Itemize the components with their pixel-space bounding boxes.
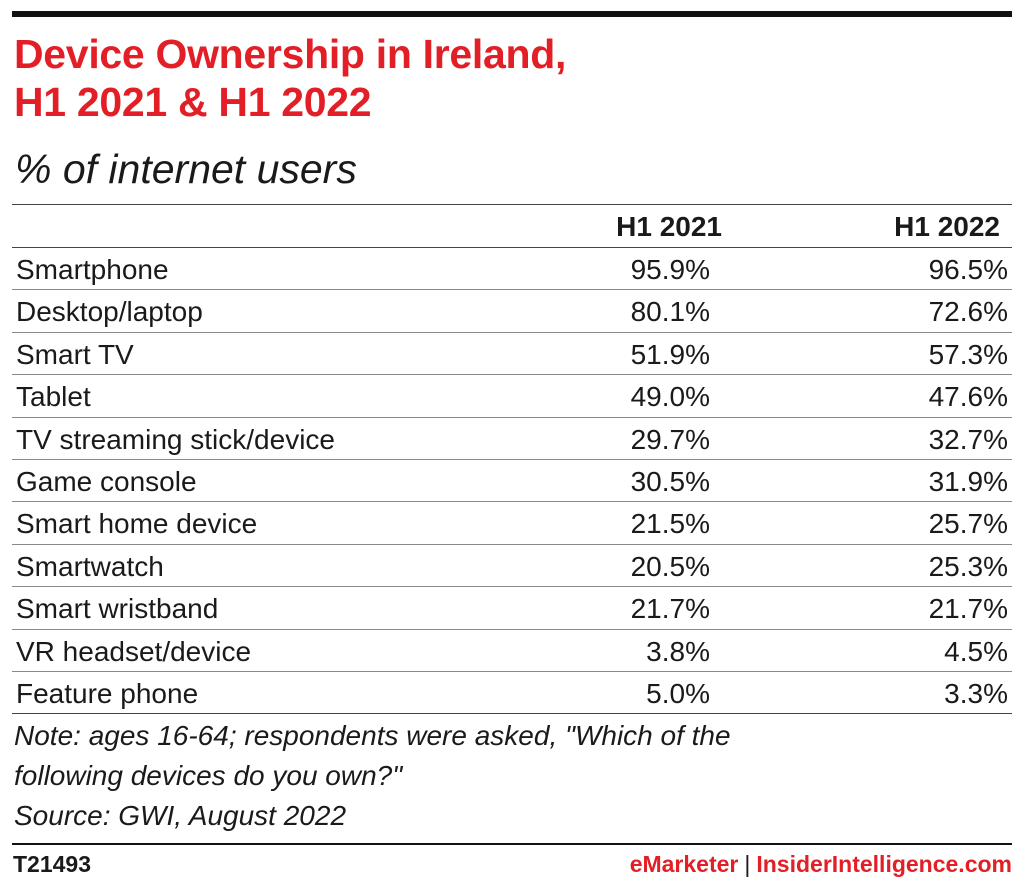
row-label: Smart home device <box>16 508 258 540</box>
table-header-row: H1 2021 H1 2022 <box>12 204 1012 248</box>
chart-id: T21493 <box>13 851 92 877</box>
column-header-h1-2022: H1 2022 <box>894 211 1000 242</box>
table-row: Smart TV 51.9% 57.3% <box>12 333 1012 376</box>
note-line-1: Note: ages 16-64; respondents were asked… <box>14 720 731 751</box>
table-row: Feature phone 5.0% 3.3% <box>12 672 1012 715</box>
value-h1-2022: 25.3% <box>928 550 1008 582</box>
value-h1-2022: 47.6% <box>928 381 1008 413</box>
value-h1-2021: 20.5% <box>630 550 710 582</box>
row-label: Desktop/laptop <box>16 296 203 328</box>
table-row: Smartwatch 20.5% 25.3% <box>12 545 1012 588</box>
row-label: Feature phone <box>16 677 199 709</box>
value-h1-2022: 31.9% <box>928 465 1008 497</box>
brand-emarketer: eMarketer <box>629 851 739 877</box>
value-h1-2022: 4.5% <box>944 635 1008 667</box>
chart-title-line-2: H1 2021 & H1 2022 <box>14 79 372 125</box>
row-label: Smartphone <box>16 254 169 285</box>
value-h1-2021: 49.0% <box>630 381 710 413</box>
row-label: VR headset/device <box>16 635 252 667</box>
table-row: Smartphone 95.9% 96.5% <box>12 248 1012 291</box>
row-label: Smart TV <box>16 338 134 370</box>
row-label: TV streaming stick/device <box>16 423 335 455</box>
top-rule <box>12 11 1012 17</box>
chart-title-line-1: Device Ownership in Ireland, <box>14 31 567 77</box>
value-h1-2021: 21.7% <box>630 593 710 625</box>
row-label: Smart wristband <box>16 593 219 625</box>
bottom-rule <box>12 843 1012 845</box>
row-label: Tablet <box>16 381 91 413</box>
value-h1-2022: 32.7% <box>928 423 1008 455</box>
brand-separator: | <box>744 851 751 877</box>
value-h1-2022: 57.3% <box>928 338 1008 370</box>
table-row: Game console 30.5% 31.9% <box>12 460 1012 503</box>
table-row: VR headset/device 3.8% 4.5% <box>12 630 1012 672</box>
table-row: Smart home device 21.5% 25.7% <box>12 502 1012 545</box>
value-h1-2021: 30.5% <box>630 465 710 497</box>
chart-title: Device Ownership in Ireland, H1 2021 & H… <box>14 30 566 126</box>
column-header-h1-2021: H1 2021 <box>616 211 722 242</box>
value-h1-2022: 72.6% <box>928 296 1008 328</box>
table-body: Smartphone 95.9% 96.5% Desktop/laptop 80.1% 7… <box>12 248 1012 715</box>
value-h1-2022: 3.3% <box>944 677 1008 709</box>
value-h1-2021: 5.0% <box>646 677 710 709</box>
value-h1-2022: 21.7% <box>928 593 1008 625</box>
value-h1-2021: 3.8% <box>646 635 710 667</box>
table-row: Smart wristband 21.7% 21.7% <box>12 587 1012 630</box>
table-row: TV streaming stick/device 29.7% 32.7% <box>12 418 1012 460</box>
value-h1-2021: 51.9% <box>630 338 710 370</box>
brand-insider-intelligence: InsiderIntelligence.com <box>756 851 1012 877</box>
table-row: Tablet 49.0% 47.6% <box>12 375 1012 418</box>
chart-notes: Note: ages 16-64; respondents were asked… <box>14 716 1004 836</box>
value-h1-2021: 29.7% <box>630 423 710 455</box>
footer-brand: eMarketer | InsiderIntelligence.com <box>630 850 1012 878</box>
value-h1-2022: 25.7% <box>928 508 1008 540</box>
value-h1-2021: 95.9% <box>630 254 710 285</box>
value-h1-2022: 96.5% <box>928 254 1008 285</box>
note-line-2: following devices do you own?" <box>14 760 403 791</box>
value-h1-2021: 21.5% <box>630 508 710 540</box>
value-h1-2021: 80.1% <box>630 296 710 328</box>
data-table: H1 2021 H1 2022 Smartphone 95.9% 96.5% Desk… <box>12 204 1012 715</box>
row-label: Game console <box>16 465 197 497</box>
source-line: Source: GWI, August 2022 <box>14 800 347 831</box>
chart-subtitle: % of internet users <box>15 146 357 192</box>
table-row: Desktop/laptop 80.1% 72.6% <box>12 290 1012 333</box>
row-label: Smartwatch <box>16 550 164 582</box>
